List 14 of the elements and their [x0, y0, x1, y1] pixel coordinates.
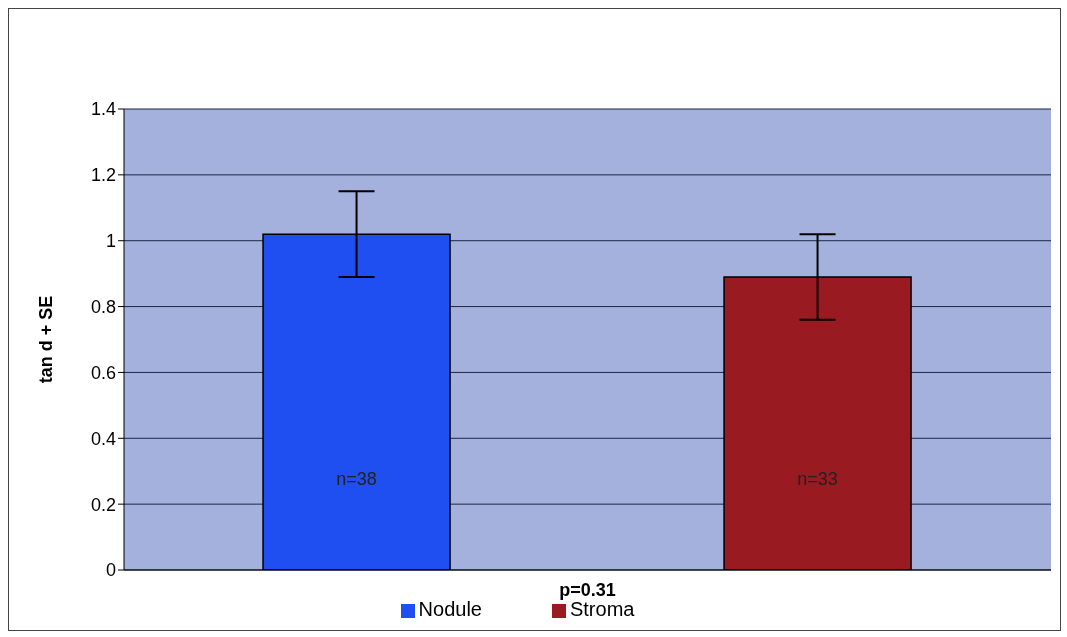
y-tick-label: 1.2: [90, 165, 116, 186]
legend-label: Stroma: [569, 598, 635, 620]
y-axis-title: tan d + SE: [36, 295, 57, 384]
y-tick-label: 0.4: [90, 428, 116, 449]
y-tick-label: 0.8: [90, 296, 116, 317]
legend-label: Nodule: [418, 598, 482, 620]
y-tick-label: 0.2: [90, 494, 116, 515]
y-tick-label: 1: [105, 231, 116, 252]
y-tick-label: 0.6: [90, 362, 116, 383]
annotation: n=33: [797, 468, 838, 489]
y-tick-label: 0: [105, 560, 116, 581]
y-tick-label: 1.4: [90, 99, 116, 120]
x-axis-title: p=0.31: [559, 580, 616, 600]
annotation: n=38: [336, 468, 377, 489]
